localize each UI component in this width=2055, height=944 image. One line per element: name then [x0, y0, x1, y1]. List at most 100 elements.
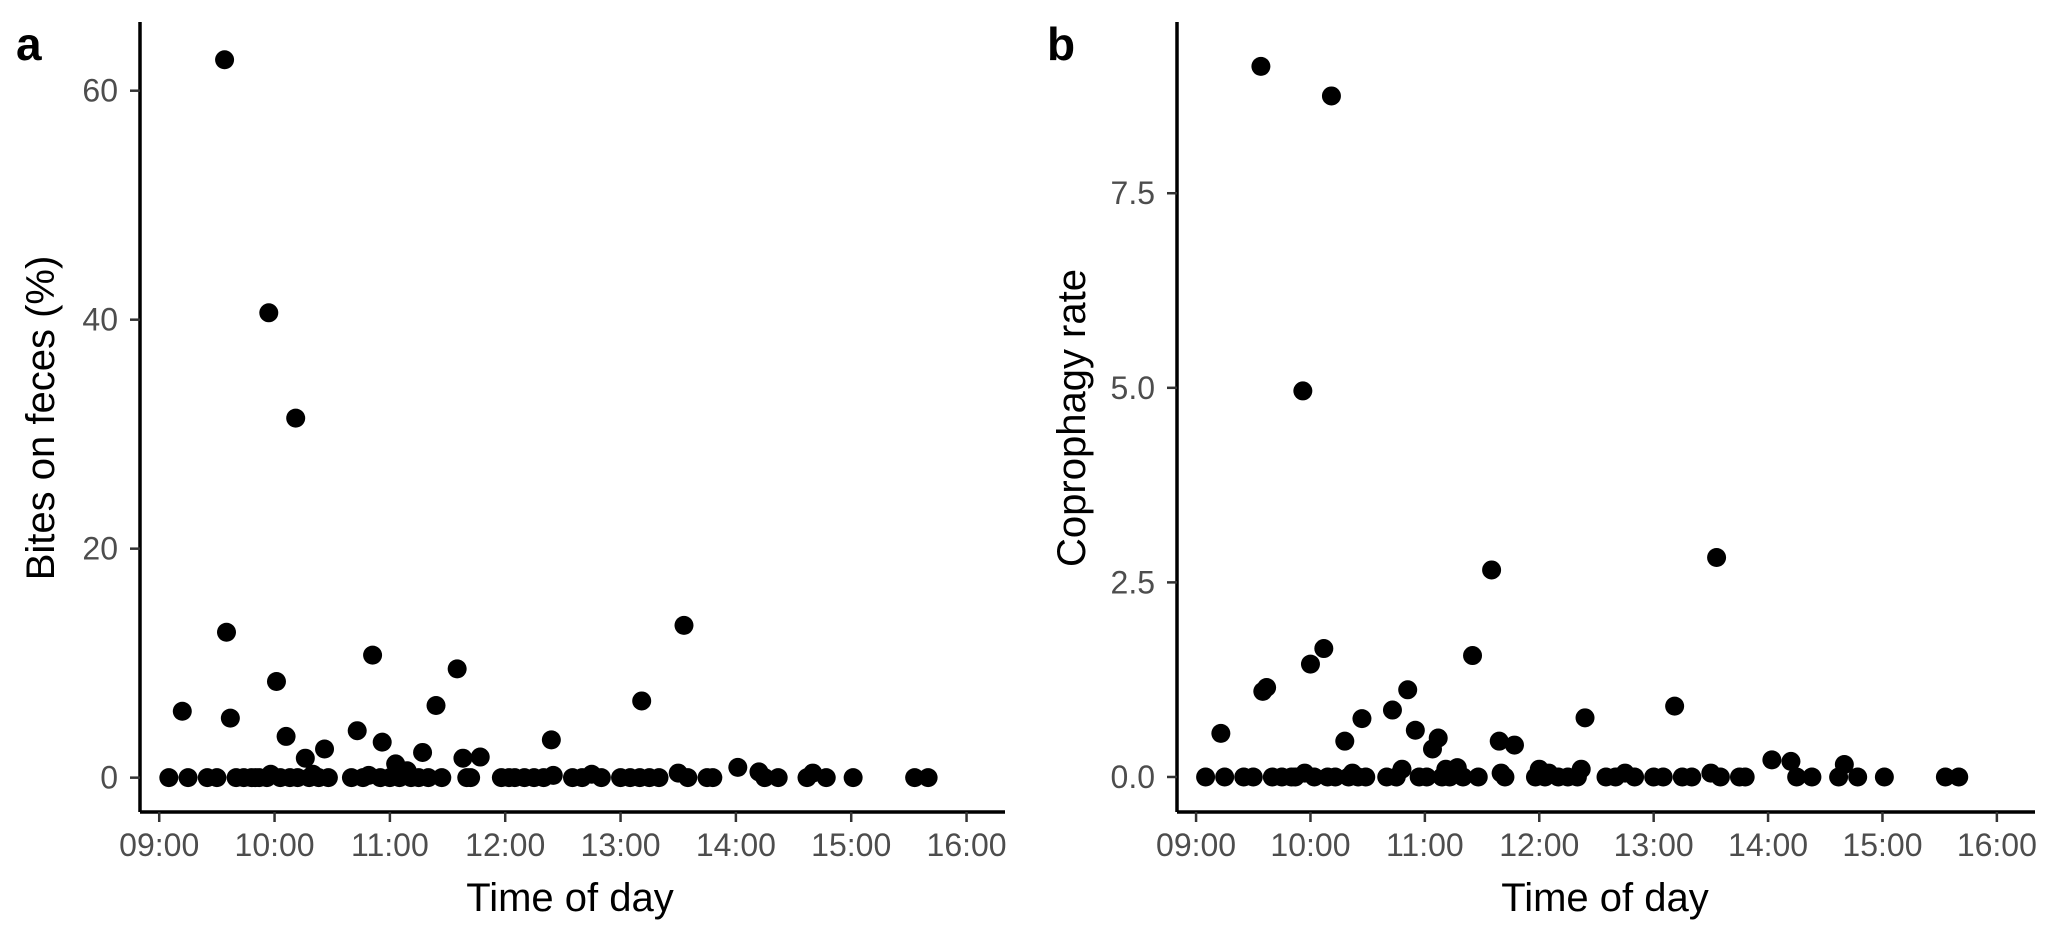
panel-b: b Coprophagy rate Time of day 0.0 2.5 5.0 7…: [1047, 18, 2037, 920]
x-tick-label: 10:00: [235, 827, 315, 863]
data-point: [1321, 86, 1341, 106]
data-point: [768, 768, 788, 788]
x-tick-label: 14:00: [696, 827, 776, 863]
data-point: [816, 768, 836, 788]
data-point: [1571, 759, 1591, 779]
data-point: [215, 50, 235, 70]
data-point: [1504, 735, 1524, 755]
data-point: [1665, 696, 1685, 716]
data-point: [276, 726, 296, 746]
data-point: [1463, 646, 1483, 666]
data-point: [1382, 700, 1402, 720]
x-tick-label: 09:00: [1156, 827, 1236, 863]
data-point: [453, 748, 473, 768]
x-tick-label: 13:00: [581, 827, 661, 863]
data-point: [220, 708, 240, 728]
data-point: [1762, 750, 1782, 770]
data-point: [1834, 755, 1854, 775]
data-point: [905, 768, 925, 788]
y-axis-title-a: Bites on feces (%): [19, 256, 63, 581]
panel-a: a Bites on feces (%) Time of day 0 20 40 60…: [16, 18, 1007, 920]
y-tick-label: 0: [100, 760, 118, 796]
data-point: [918, 768, 938, 788]
x-tick-label: 12:00: [1499, 827, 1579, 863]
data-point: [1352, 709, 1372, 729]
x-axis-title-a: Time of day: [466, 876, 673, 920]
x-tick-label: 16:00: [1957, 827, 2037, 863]
data-point: [1682, 767, 1702, 787]
data-point: [363, 645, 383, 665]
x-tick-label: 11:00: [1386, 827, 1464, 863]
x-tick-label: 15:00: [1842, 827, 1922, 863]
data-point: [372, 732, 392, 752]
data-point: [1335, 731, 1355, 751]
data-point: [1935, 767, 1955, 787]
data-point: [1325, 767, 1345, 787]
data-point: [674, 615, 694, 635]
data-point: [447, 659, 467, 679]
data-point: [1949, 767, 1969, 787]
data-point: [178, 768, 198, 788]
y-tick-label: 60: [82, 73, 118, 109]
data-point: [318, 768, 338, 788]
data-point: [295, 748, 315, 768]
data-point: [843, 768, 863, 788]
data-point: [1243, 767, 1263, 787]
data-point: [728, 757, 748, 777]
y-tick-label: 0.0: [1111, 759, 1155, 795]
data-point: [1196, 767, 1216, 787]
data-point: [1710, 767, 1730, 787]
data-point: [418, 768, 438, 788]
data-point: [461, 768, 481, 788]
data-point: [470, 747, 490, 767]
y-axis-title-b: Coprophagy rate: [1050, 269, 1094, 567]
x-tick-label: 11:00: [351, 827, 429, 863]
data-point: [1392, 759, 1412, 779]
x-tick-label: 09:00: [119, 827, 199, 863]
x-axis-title-b: Time of day: [1501, 876, 1708, 920]
data-point: [1653, 767, 1673, 787]
data-point: [1453, 767, 1473, 787]
data-point: [1874, 767, 1894, 787]
data-point: [543, 765, 563, 785]
x-tick-label: 16:00: [927, 827, 1007, 863]
data-point: [1356, 767, 1376, 787]
data-point: [1489, 731, 1509, 751]
data-point: [1300, 654, 1320, 674]
panel-label-a: a: [16, 18, 42, 70]
y-tick-label: 2.5: [1111, 564, 1155, 600]
data-point: [347, 721, 367, 741]
data-point: [1707, 547, 1727, 567]
data-point: [678, 768, 698, 788]
data-point: [632, 691, 652, 711]
data-point: [432, 768, 452, 788]
x-tick-label: 14:00: [1728, 827, 1808, 863]
data-point: [1257, 677, 1277, 697]
data-point: [1625, 767, 1645, 787]
data-point: [172, 701, 192, 721]
data-point: [1482, 560, 1502, 580]
data-point: [703, 768, 723, 788]
x-tick-label: 15:00: [811, 827, 891, 863]
x-tick-label: 10:00: [1270, 827, 1350, 863]
x-tick-label: 13:00: [1614, 827, 1694, 863]
data-point: [649, 768, 669, 788]
data-point: [413, 742, 433, 762]
data-point: [1848, 767, 1868, 787]
y-tick-label: 7.5: [1111, 175, 1155, 211]
data-point: [1304, 767, 1324, 787]
data-point: [159, 768, 179, 788]
data-point: [1802, 767, 1822, 787]
y-tick-label: 40: [82, 302, 118, 338]
data-point: [1314, 639, 1334, 659]
data-point: [591, 768, 611, 788]
data-point: [286, 408, 306, 428]
panel-label-b: b: [1047, 18, 1075, 70]
data-point: [266, 671, 286, 691]
data-point: [1398, 680, 1418, 700]
data-point: [1251, 56, 1271, 76]
y-tick-label: 20: [82, 531, 118, 567]
data-point: [1575, 708, 1595, 728]
y-tick-label: 5.0: [1111, 370, 1155, 406]
data-point: [1293, 381, 1313, 401]
